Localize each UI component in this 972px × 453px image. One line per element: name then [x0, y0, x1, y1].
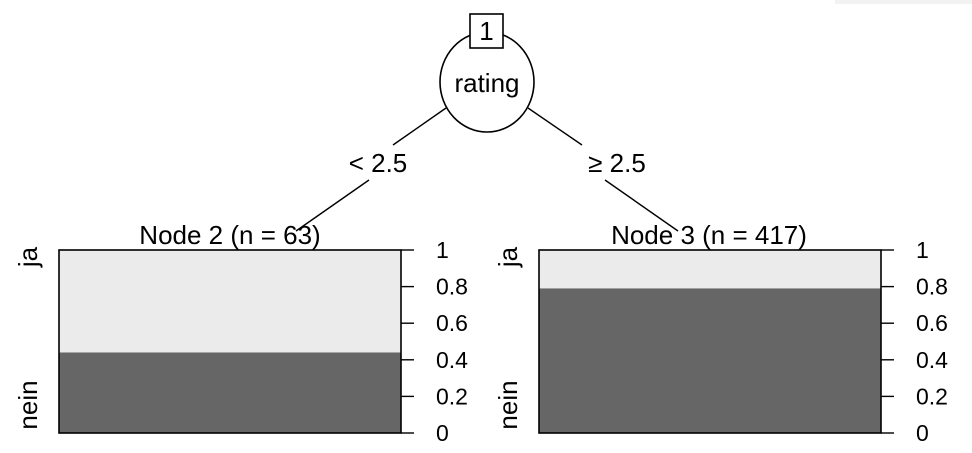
terminal-node-2-bar-ja [59, 250, 401, 353]
terminal-node-2-frame [58, 249, 402, 434]
edge-line-left-upper [392, 107, 447, 146]
edge-label-left: < 2.5 [349, 148, 408, 178]
axis-tick-label: 0.4 [436, 347, 468, 373]
axis-tick-label: 0 [916, 420, 929, 446]
root-node-id-box [469, 13, 504, 49]
axis-tick-label: 0.8 [916, 274, 948, 300]
axis-tick-label: 1 [436, 237, 449, 263]
axis-tick-label: 0.2 [916, 383, 948, 409]
terminal-node-3-frame [538, 249, 882, 434]
axis-tick-label: 0.2 [436, 383, 468, 409]
edge-label-right: ≥ 2.5 [588, 148, 646, 178]
terminal-node-2-bar-nein [59, 352, 401, 433]
terminal-node-3-axis: 1 0.8 0.6 0.4 0.2 0 [881, 237, 948, 446]
terminal-node-2: Node 2 (n = 63) ja nein 1 0.8 0.6 0.4 0.2 0 [13, 220, 468, 446]
terminal-node-3-label-nein: nein [493, 380, 523, 429]
terminal-node-2-axis: 1 0.8 0.6 0.4 0.2 0 [401, 237, 468, 446]
terminal-node-2-title: Node 2 (n = 63) [139, 220, 320, 250]
terminal-node-3-label-ja: ja [493, 246, 523, 268]
window-edge-strip [835, 0, 972, 4]
axis-tick-label: 1 [916, 237, 929, 263]
axis-tick-label: 0.6 [916, 310, 948, 336]
terminal-node-3: Node 3 (n = 417) ja nein 1 0.8 0.6 0.4 0.2 0 [493, 220, 948, 446]
root-node: 1 rating [295, 13, 679, 232]
terminal-node-3-bar-ja [539, 250, 881, 289]
axis-tick-label: 0.8 [436, 274, 468, 300]
edge-line-right-lower [604, 179, 679, 232]
terminal-node-2-label-ja: ja [13, 246, 43, 268]
root-node-id: 1 [479, 16, 493, 46]
axis-tick-label: 0 [436, 420, 449, 446]
terminal-node-2-label-nein: nein [13, 380, 43, 429]
terminal-node-3-title: Node 3 (n = 417) [611, 220, 807, 250]
root-node-variable: rating [454, 68, 519, 98]
edge-line-right-upper [527, 107, 583, 146]
axis-tick-label: 0.4 [916, 347, 948, 373]
terminal-node-3-bar-nein [539, 288, 881, 433]
axis-tick-label: 0.6 [436, 310, 468, 336]
edge-line-left-lower [295, 179, 370, 232]
